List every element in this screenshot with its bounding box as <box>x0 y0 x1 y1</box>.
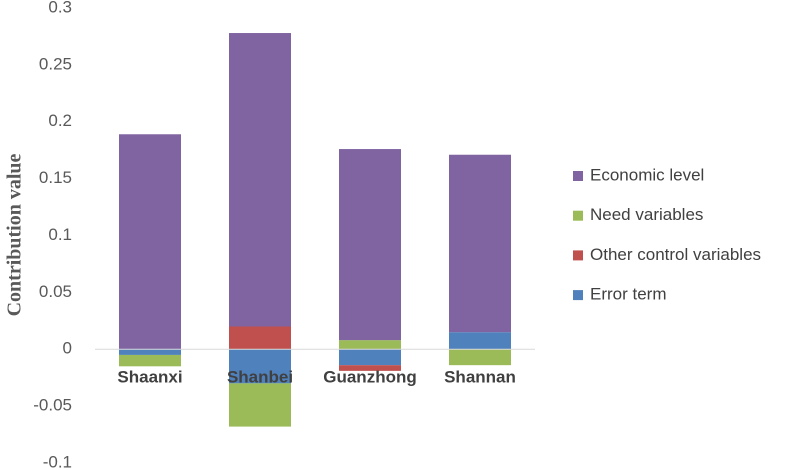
y-axis-label: Contribution value <box>4 153 26 316</box>
x-tick-label: Shanbei <box>227 367 293 386</box>
legend-swatch <box>573 210 583 221</box>
bar-segment <box>339 365 401 371</box>
bar-segment <box>339 349 401 366</box>
x-tick-label: Guanzhong <box>323 367 416 386</box>
x-tick-label: Shaanxi <box>117 367 182 386</box>
bar-segment <box>229 349 291 384</box>
legend-label: Error term <box>590 285 667 304</box>
bar-segment <box>449 349 511 366</box>
y-tick-label: 0.25 <box>39 54 72 73</box>
legend-swatch <box>573 250 583 261</box>
y-tick-label: -0.05 <box>33 396 72 415</box>
x-tick-label: Shannan <box>444 367 516 386</box>
legend-label: Need variables <box>590 205 703 224</box>
y-tick-label: 0.05 <box>39 282 72 301</box>
bar-segment <box>229 383 291 427</box>
bar-segment <box>339 149 401 341</box>
legend-label: Other control variables <box>590 245 761 264</box>
legend-label: Economic level <box>590 165 704 184</box>
bar-segment <box>229 33 291 327</box>
bar-segment <box>119 134 181 350</box>
bar-segment <box>229 326 291 350</box>
y-tick-label: 0.3 <box>48 0 72 16</box>
bar-segment <box>119 354 181 367</box>
y-tick-label: -0.1 <box>43 452 72 470</box>
legend-swatch <box>573 290 583 301</box>
y-tick-label: 0.2 <box>48 111 72 130</box>
bar-segment <box>339 340 401 350</box>
bar-segment <box>449 154 511 333</box>
bar-segment <box>449 332 511 350</box>
y-tick-label: 0.15 <box>39 168 72 187</box>
y-tick-label: 0.1 <box>48 225 72 244</box>
bar-segment <box>119 349 181 355</box>
legend-swatch <box>573 171 583 181</box>
y-tick-label: 0 <box>63 339 72 358</box>
